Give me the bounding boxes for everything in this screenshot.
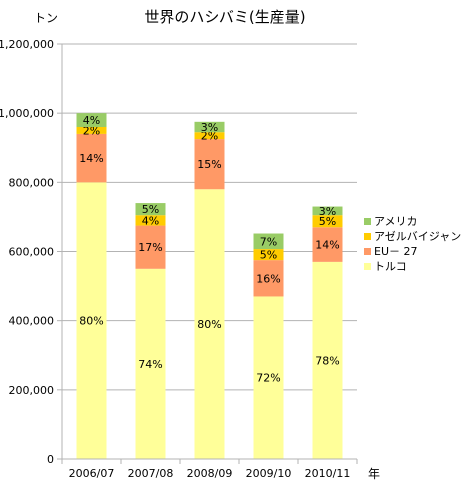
data-label: 2%	[83, 124, 100, 137]
y-tick-label: 1,000,000	[0, 107, 54, 120]
data-label: 74%	[138, 358, 162, 371]
x-tick-label: 2006/07	[69, 467, 115, 480]
data-label: 15%	[197, 158, 221, 171]
data-label: 80%	[197, 318, 221, 331]
bar-segment	[253, 296, 284, 459]
legend-label: EU－ 27	[374, 245, 418, 258]
bar-segment	[194, 189, 225, 459]
bar-segment	[312, 206, 343, 216]
data-label: 4%	[83, 114, 100, 127]
data-label: 17%	[138, 241, 162, 254]
data-label: 5%	[319, 215, 336, 228]
chart-title: 世界のハシバミ(生産量)	[144, 8, 305, 26]
data-label: 2%	[201, 130, 218, 143]
bar-segment	[76, 182, 107, 460]
y-tick-label: 800,000	[9, 176, 55, 189]
bar-segment	[76, 133, 107, 183]
x-axis-unit-label: 年	[368, 467, 380, 481]
bar-segment	[135, 268, 166, 459]
y-tick-label: 1,200,000	[0, 38, 54, 51]
y-tick-label: 400,000	[9, 315, 55, 328]
bar-segment	[194, 132, 225, 140]
data-label: 14%	[79, 152, 103, 165]
bar-segment	[135, 225, 166, 269]
legend-swatch	[364, 233, 371, 240]
y-axis-unit-label: トン	[34, 11, 58, 25]
data-label: 16%	[256, 272, 280, 285]
legend-swatch	[364, 248, 371, 255]
x-tick-label: 2007/08	[128, 467, 174, 480]
plot-area: 80%14%2%4%74%17%4%5%80%15%2%3%72%16%5%7%…	[76, 113, 343, 460]
data-label: 3%	[201, 121, 218, 134]
y-tick-label: 200,000	[9, 384, 55, 397]
legend-label: トルコ	[374, 260, 407, 273]
data-label: 7%	[260, 235, 277, 248]
bar-segment	[135, 203, 166, 216]
legend-label: アゼルバイジャン	[374, 230, 461, 243]
bar-segment	[194, 121, 225, 133]
legend-swatch	[364, 218, 371, 225]
bar-segment	[253, 233, 284, 250]
y-tick-label: 600,000	[9, 246, 55, 259]
bar-segment	[76, 127, 107, 134]
data-label: 80%	[79, 315, 103, 328]
bar-segment	[76, 113, 107, 127]
bar-segment	[312, 261, 343, 459]
bar-segment	[312, 215, 343, 228]
axes: 0 200,000 400,000 600,000 800,000 1,000,000 1,…	[0, 38, 358, 480]
data-label: 5%	[142, 203, 159, 216]
data-label: 5%	[260, 249, 277, 262]
data-label: 14%	[315, 239, 339, 252]
x-tick-label: 2010/11	[305, 467, 351, 480]
legend-swatch	[364, 263, 371, 270]
x-tick-label: 2008/09	[187, 467, 233, 480]
bar-segment	[253, 260, 284, 297]
y-tick-label: 0	[47, 453, 54, 466]
x-tick-label: 2009/10	[246, 467, 292, 480]
data-label: 78%	[315, 354, 339, 367]
data-label: 4%	[142, 214, 159, 227]
bar-segment	[312, 227, 343, 262]
bar-segment	[253, 249, 284, 261]
data-label: 72%	[256, 372, 280, 385]
bar-segment	[194, 139, 225, 190]
legend-label: アメリカ	[374, 215, 417, 228]
bar-segment	[135, 215, 166, 226]
data-label: 3%	[319, 205, 336, 218]
